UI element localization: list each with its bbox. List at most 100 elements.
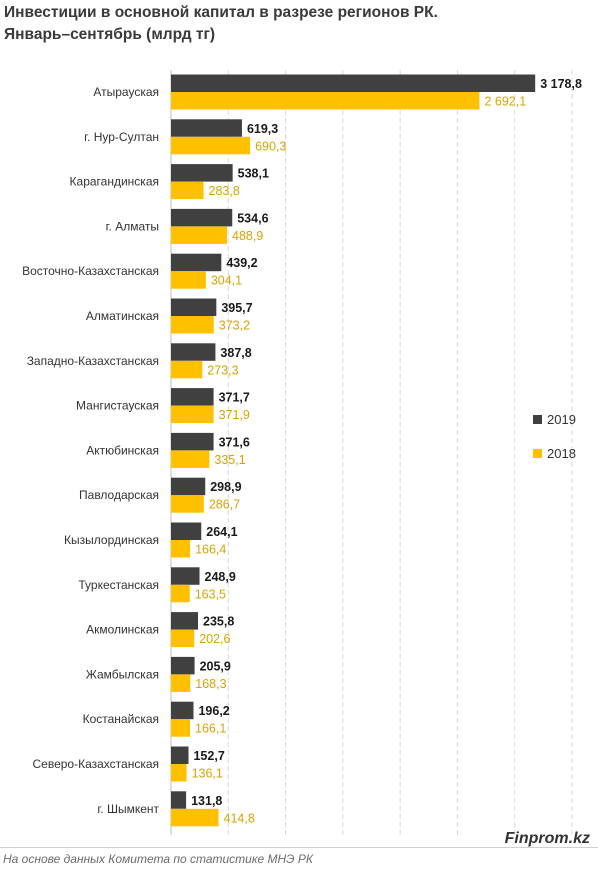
bar-2019 bbox=[171, 253, 222, 272]
value-label-2019: 264,1 bbox=[206, 525, 237, 539]
bar-2018 bbox=[171, 764, 187, 782]
chart-title-line-1: Инвестиции в основной капитал в разрезе … bbox=[4, 4, 438, 21]
legend-swatch-2019 bbox=[533, 415, 542, 424]
value-label-2019: 298,9 bbox=[210, 480, 241, 494]
value-label-2019: 619,3 bbox=[247, 122, 278, 136]
value-label-2019: 3 178,8 bbox=[540, 77, 582, 91]
bar-2018 bbox=[171, 808, 219, 827]
category-label: Западно-Казахстанская bbox=[27, 354, 159, 368]
legend-swatch-2018 bbox=[533, 449, 542, 458]
bar-2019 bbox=[171, 791, 187, 809]
bar-2018 bbox=[171, 92, 480, 110]
category-label: Атырауская bbox=[93, 85, 159, 99]
value-label-2018: 202,6 bbox=[199, 632, 230, 646]
value-label-2019: 387,8 bbox=[220, 346, 251, 360]
bar-2018 bbox=[171, 629, 195, 648]
bar-2018 bbox=[171, 450, 210, 468]
value-label-2019: 235,8 bbox=[203, 615, 234, 629]
bar-2018 bbox=[171, 136, 251, 155]
category-label: Карагандинская bbox=[70, 175, 159, 189]
bar-2018 bbox=[171, 674, 191, 692]
value-label-2018: 283,8 bbox=[209, 184, 240, 198]
chart-title: Инвестиции в основной капитал в разрезе … bbox=[4, 2, 594, 46]
category-label: г. Нур-Султан bbox=[84, 130, 159, 144]
bar-2019 bbox=[171, 656, 195, 675]
footer-divider bbox=[0, 847, 598, 848]
bar-2019 bbox=[171, 701, 194, 720]
bar-2019 bbox=[171, 208, 233, 227]
value-label-2018: 166,1 bbox=[195, 722, 226, 736]
bar-2018 bbox=[171, 584, 190, 603]
bars bbox=[171, 74, 536, 827]
value-label-2018: 488,9 bbox=[232, 229, 263, 243]
bar-2019 bbox=[171, 119, 242, 137]
category-label: Костанайская bbox=[83, 712, 159, 726]
value-label-2019: 534,6 bbox=[237, 211, 268, 225]
bar-2019 bbox=[171, 164, 233, 182]
value-label-2019: 371,7 bbox=[219, 391, 250, 405]
chart-title-line-2: Январь–сентябрь (млрд тг) bbox=[4, 26, 216, 43]
bar-2019 bbox=[171, 522, 202, 540]
category-label: Северо-Казахстанская bbox=[32, 757, 159, 771]
value-label-2019: 205,9 bbox=[200, 659, 231, 673]
legend-label-2019: 2019 bbox=[547, 412, 576, 427]
legend-label-2018: 2018 bbox=[547, 446, 576, 461]
bar-2019 bbox=[171, 74, 536, 92]
value-label-2018: 163,5 bbox=[195, 587, 226, 601]
category-label: Актюбинская bbox=[86, 443, 159, 457]
value-label-2019: 439,2 bbox=[226, 256, 257, 270]
category-label: Акмолинская bbox=[86, 623, 159, 637]
value-label-2018: 304,1 bbox=[211, 274, 242, 288]
category-label: Туркестанская bbox=[78, 578, 159, 592]
category-label: Кызылординская bbox=[64, 533, 159, 547]
category-label: Восточно-Казахстанская bbox=[22, 264, 159, 278]
bar-2019 bbox=[171, 612, 199, 630]
bar-2019 bbox=[171, 343, 216, 361]
value-label-2019: 395,7 bbox=[221, 301, 252, 315]
value-label-2019: 196,2 bbox=[198, 704, 229, 718]
category-label: Павлодарская bbox=[79, 488, 159, 502]
bar-2019 bbox=[171, 567, 200, 585]
category-label: Мангистауская bbox=[76, 399, 159, 413]
category-label: Жамбылская bbox=[86, 667, 159, 681]
bar-2018 bbox=[171, 226, 228, 244]
value-label-2018: 273,3 bbox=[207, 363, 238, 377]
legend: 2019 2018 bbox=[533, 412, 576, 461]
bar-2018 bbox=[171, 405, 214, 424]
value-label-2018: 2 692,1 bbox=[484, 95, 526, 109]
bar-2019 bbox=[171, 388, 214, 406]
value-labels: 3 178,8 2 692,1 619,3 690,3 538,1 283,8 534,6 4… bbox=[191, 77, 582, 825]
value-label-2018: 168,3 bbox=[195, 677, 226, 691]
value-label-2019: 538,1 bbox=[238, 167, 269, 181]
value-label-2018: 371,9 bbox=[219, 408, 250, 422]
category-label: г. Алматы bbox=[106, 219, 159, 233]
value-label-2018: 690,3 bbox=[255, 139, 286, 153]
bar-2018 bbox=[171, 360, 203, 379]
bar-2018 bbox=[171, 271, 206, 289]
bar-2018 bbox=[171, 181, 204, 200]
category-label: г. Шымкент bbox=[97, 802, 159, 816]
value-label-2018: 286,7 bbox=[209, 498, 240, 512]
bar-2018 bbox=[171, 719, 191, 737]
category-label: Алматинская bbox=[86, 309, 159, 323]
bar-2019 bbox=[171, 432, 214, 451]
bar-2018 bbox=[171, 495, 204, 513]
value-label-2018: 136,1 bbox=[192, 767, 223, 781]
value-label-2019: 131,8 bbox=[191, 794, 222, 808]
value-label-2018: 335,1 bbox=[214, 453, 245, 467]
bar-2018 bbox=[171, 540, 191, 558]
category-labels: Атырауская г. Нур-Султан Карагандинская г. … bbox=[22, 85, 159, 816]
bar-2019 bbox=[171, 298, 217, 316]
value-label-2018: 373,2 bbox=[219, 319, 250, 333]
value-label-2018: 414,8 bbox=[224, 811, 255, 825]
value-label-2019: 248,9 bbox=[205, 570, 236, 584]
value-label-2019: 371,6 bbox=[219, 435, 250, 449]
bar-2019 bbox=[171, 477, 206, 496]
bar-2018 bbox=[171, 316, 214, 334]
bar-2019 bbox=[171, 746, 189, 764]
source-note: На основе данных Комитета по статистике … bbox=[3, 852, 313, 866]
value-label-2018: 166,4 bbox=[195, 543, 226, 557]
watermark: Finprom.kz bbox=[504, 830, 590, 847]
value-label-2019: 152,7 bbox=[193, 749, 224, 763]
